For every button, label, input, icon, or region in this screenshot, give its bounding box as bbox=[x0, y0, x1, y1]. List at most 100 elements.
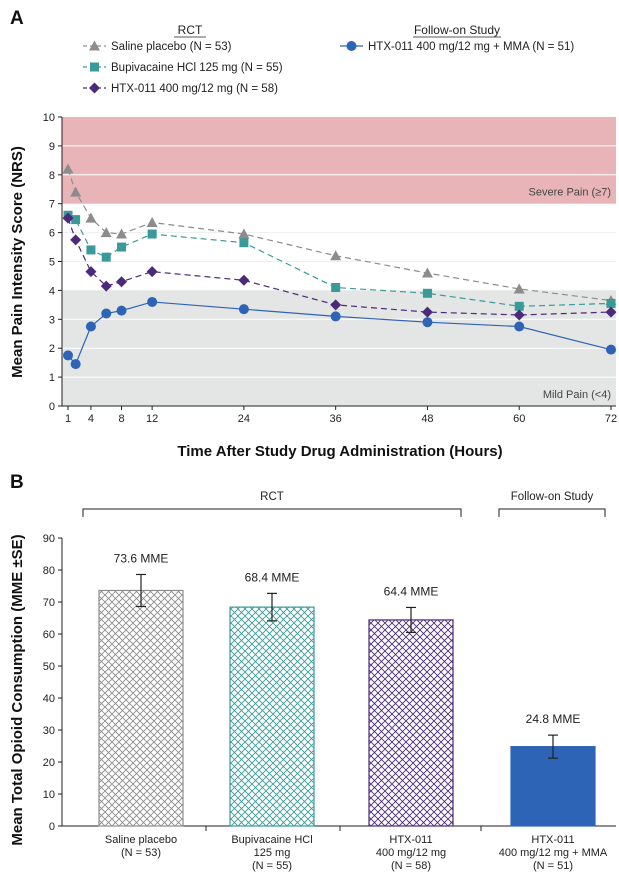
data-point-s0-3 bbox=[100, 227, 112, 238]
legend-marker-1 bbox=[90, 62, 99, 72]
data-point-s3-9 bbox=[514, 321, 525, 332]
x-tick-label: 8 bbox=[118, 413, 124, 425]
legend-group-follow-on-title: Follow-on Study bbox=[414, 23, 500, 37]
legend-marker-0 bbox=[89, 40, 100, 51]
x-tick-label: 72 bbox=[605, 413, 617, 425]
y-tick-label: 50 bbox=[43, 661, 55, 673]
y-tick-label: 80 bbox=[43, 565, 55, 577]
panel-a-legend: RCT Follow-on Study Saline placebo (N = … bbox=[83, 23, 574, 95]
data-label-2: 64.4 MME bbox=[384, 584, 439, 598]
y-tick-label: 3 bbox=[49, 314, 55, 326]
y-tick-label: 40 bbox=[43, 693, 55, 705]
data-point-s3-5 bbox=[147, 296, 158, 307]
y-tick-label: 10 bbox=[43, 112, 55, 124]
panel-a-plot-area: Severe Pain (≥7)Mild Pain (<4)0123456789… bbox=[43, 112, 617, 425]
data-label-3: 24.8 MME bbox=[526, 712, 581, 726]
panel-a-y-axis-title: Mean Pain Intensity Score (NRS) bbox=[9, 146, 26, 378]
x-tick-label: 48 bbox=[421, 413, 433, 425]
legend-label-3: HTX-011 400 mg/12 mg + MMA (N = 51) bbox=[368, 41, 574, 53]
data-point-s1-9 bbox=[514, 301, 524, 311]
bracket-0 bbox=[82, 508, 462, 517]
data-point-s2-4 bbox=[116, 276, 128, 288]
data-point-s3-1 bbox=[70, 359, 81, 370]
data-point-s3-8 bbox=[422, 317, 433, 328]
data-point-s1-1 bbox=[71, 215, 81, 225]
category-label-1-2: (N = 55) bbox=[252, 860, 292, 872]
pain-band-0 bbox=[62, 117, 616, 204]
y-tick-label: 90 bbox=[43, 533, 55, 545]
category-label-1-1: 125 mg bbox=[254, 847, 291, 859]
legend-label-2: HTX-011 400 mg/12 mg (N = 58) bbox=[111, 83, 278, 95]
data-point-s3-4 bbox=[116, 305, 127, 316]
data-point-s2-5 bbox=[146, 266, 158, 278]
data-point-s0-1 bbox=[70, 186, 82, 197]
bar-2 bbox=[368, 619, 454, 827]
bar-0 bbox=[98, 589, 184, 827]
category-label-0-0: Saline placebo bbox=[105, 834, 177, 846]
data-point-s0-8 bbox=[421, 267, 433, 278]
data-point-s2-9 bbox=[513, 309, 525, 321]
y-tick-label: 6 bbox=[49, 228, 55, 240]
x-tick-label: 36 bbox=[330, 413, 342, 425]
data-point-s2-6 bbox=[238, 274, 250, 286]
data-point-s2-10 bbox=[605, 306, 617, 318]
category-label-3-0: HTX-011 bbox=[531, 834, 574, 846]
x-tick-label: 1 bbox=[65, 413, 71, 425]
data-point-s1-4 bbox=[117, 242, 127, 252]
data-point-s0-2 bbox=[85, 212, 97, 223]
y-tick-label: 30 bbox=[43, 725, 55, 737]
bracket-label-1: Follow-on Study bbox=[511, 491, 594, 503]
y-tick-label: 7 bbox=[49, 199, 55, 211]
data-point-s1-6 bbox=[239, 238, 249, 248]
y-tick-label: 10 bbox=[43, 789, 55, 801]
y-tick-label: 8 bbox=[49, 170, 55, 182]
category-label-1-0: Bupivacaine HCl bbox=[231, 834, 312, 846]
bar-1 bbox=[229, 606, 315, 827]
data-point-s0-7 bbox=[330, 250, 342, 261]
y-tick-label: 2 bbox=[49, 343, 55, 355]
y-tick-label: 0 bbox=[49, 821, 55, 833]
panel-b-plot-area: 0 10 20 30 40 50 60 70 80 90 73.6 MME Saline placeb… bbox=[43, 491, 616, 872]
x-tick-label: 60 bbox=[513, 413, 525, 425]
data-point-s3-0 bbox=[63, 350, 73, 361]
category-label-0-1: (N = 53) bbox=[121, 847, 161, 859]
data-point-s1-8 bbox=[422, 288, 432, 298]
data-point-s0-4 bbox=[116, 228, 128, 239]
category-label-3-1: 400 mg/12 mg + MMA bbox=[499, 847, 608, 859]
panel-b-bar-chart: B 0 10 20 30 40 50 60 70 80 90 73.6 MME Saline plac… bbox=[9, 472, 616, 872]
x-tick-label: 24 bbox=[238, 413, 250, 425]
panel-a-label: A bbox=[10, 8, 24, 29]
data-point-s2-1 bbox=[70, 234, 82, 246]
panel-a-line-chart: A RCT Follow-on Study Saline placebo (N … bbox=[9, 8, 617, 460]
category-label-2-2: (N = 58) bbox=[391, 860, 431, 872]
legend-label-1: Bupivacaine HCl 125 mg (N = 55) bbox=[111, 62, 283, 74]
legend-marker-2 bbox=[89, 82, 100, 94]
data-point-s2-0 bbox=[62, 212, 74, 224]
data-point-s2-8 bbox=[421, 306, 433, 318]
panel-b-label: B bbox=[10, 472, 24, 493]
y-tick-label: 20 bbox=[43, 757, 55, 769]
data-point-s3-2 bbox=[85, 321, 96, 332]
data-point-s1-5 bbox=[147, 229, 157, 239]
bar-3 bbox=[510, 746, 596, 827]
y-tick-label: 9 bbox=[49, 141, 55, 153]
severe-pain-label: Severe Pain (≥7) bbox=[529, 187, 611, 199]
data-point-s1-7 bbox=[331, 283, 341, 293]
data-label-0: 73.6 MME bbox=[114, 551, 169, 565]
data-point-s2-7 bbox=[330, 299, 342, 311]
data-point-s1-3 bbox=[101, 252, 111, 262]
y-tick-label: 60 bbox=[43, 629, 55, 641]
category-label-3-2: (N = 51) bbox=[533, 860, 573, 872]
bracket-1 bbox=[498, 508, 606, 517]
data-point-s0-0 bbox=[62, 163, 74, 174]
legend-group-rct-title: RCT bbox=[178, 23, 203, 37]
data-point-s1-10 bbox=[606, 298, 616, 308]
data-point-s1-2 bbox=[86, 245, 96, 255]
data-point-s3-10 bbox=[606, 344, 616, 355]
mild-pain-label: Mild Pain (<4) bbox=[543, 389, 611, 401]
data-point-s3-6 bbox=[238, 304, 249, 315]
data-label-1: 68.4 MME bbox=[245, 570, 300, 584]
data-point-s2-2 bbox=[85, 266, 97, 278]
data-point-s3-7 bbox=[330, 311, 341, 322]
